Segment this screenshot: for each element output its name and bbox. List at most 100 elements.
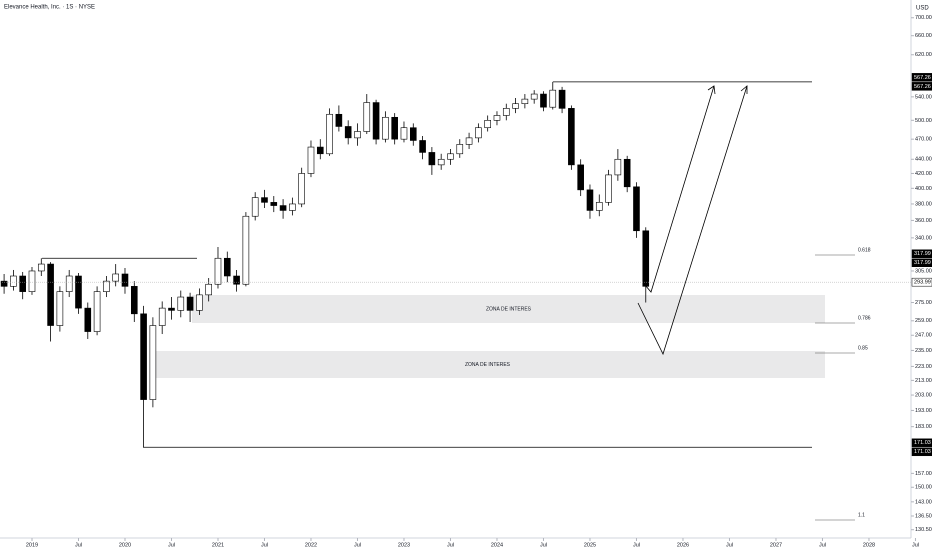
y-tick-label: 259.00 xyxy=(915,318,932,324)
candles xyxy=(0,81,650,448)
candle-body xyxy=(140,313,147,400)
candle-body xyxy=(316,146,324,155)
candle-body xyxy=(428,152,436,166)
chart-title: Elevance Health, Inc. · 1S · NYSE xyxy=(4,5,95,11)
price-label: 317.99 xyxy=(914,251,931,257)
y-tick-label: 340.00 xyxy=(915,235,932,241)
y-tick-label: 213.00 xyxy=(915,378,932,384)
candle-body xyxy=(512,103,519,109)
y-tick-label: 247.00 xyxy=(915,333,932,339)
candle-body xyxy=(28,270,36,292)
candle-body xyxy=(633,186,640,232)
candle-body xyxy=(354,131,361,139)
y-tick-label: 136.50 xyxy=(915,513,932,519)
candle-body xyxy=(130,286,138,315)
y-tick-label: 143.00 xyxy=(915,499,932,505)
candle-body xyxy=(177,296,185,311)
x-tick-label: Jul xyxy=(912,542,919,548)
fib-label: 1.1 xyxy=(858,512,865,518)
x-tick-label: Jul xyxy=(261,542,268,548)
price-label-box xyxy=(911,258,932,268)
y-tick-label: 203.00 xyxy=(915,393,932,399)
candle-body xyxy=(475,127,482,139)
candle-body xyxy=(419,140,426,153)
x-tick-label: Jul xyxy=(819,542,826,548)
candle-body xyxy=(196,294,203,311)
y-tick-label: 440.00 xyxy=(915,157,932,163)
candle-body xyxy=(391,116,398,140)
x-tick-label: 2025 xyxy=(584,542,596,548)
candle-body xyxy=(214,257,222,285)
candle-body xyxy=(484,120,491,129)
candle-body xyxy=(289,203,296,211)
price-label: 317.99 xyxy=(914,260,931,266)
x-tick-label: 2021 xyxy=(212,542,224,548)
x-tick-label: Jul xyxy=(168,542,175,548)
price-label-box xyxy=(911,82,932,91)
candle-body xyxy=(205,283,212,296)
candle-body xyxy=(84,307,92,332)
candle-body xyxy=(595,202,603,211)
y-tick-label: 360.00 xyxy=(915,218,932,224)
fib-label: 0.85 xyxy=(858,345,868,351)
interest-zone xyxy=(192,295,825,323)
candle-body xyxy=(465,137,473,145)
candle-body xyxy=(372,102,380,140)
y-tick-label: 150.00 xyxy=(915,485,932,491)
x-tick-label: 2026 xyxy=(677,542,689,548)
candle-body xyxy=(223,257,231,277)
candle-body xyxy=(456,144,464,155)
y-tick-label: 620.00 xyxy=(915,52,932,58)
x-tick-label: Jul xyxy=(354,542,361,548)
candle-body xyxy=(540,93,547,108)
y-tick-label: 157.00 xyxy=(915,471,932,477)
candle-body xyxy=(37,263,45,272)
candle-body xyxy=(121,273,129,287)
y-tick-label: 420.00 xyxy=(915,171,932,177)
fib-label: 0.618 xyxy=(858,247,871,253)
candle-body xyxy=(270,202,278,206)
arrow-head xyxy=(707,85,716,95)
axis-unit: USD xyxy=(916,6,929,12)
y-tick-label: 500.00 xyxy=(915,118,932,124)
x-tick-label: 2019 xyxy=(26,542,38,548)
candle-body xyxy=(521,98,529,105)
candle-body xyxy=(400,127,408,140)
candle-body xyxy=(149,325,157,400)
candle-body xyxy=(568,108,575,166)
candle-body xyxy=(344,126,352,139)
candle-body xyxy=(363,102,371,132)
candle-body xyxy=(10,275,17,287)
x-tick-label: 2022 xyxy=(305,542,317,548)
price-label: 171.03 xyxy=(914,449,931,455)
y-tick-label: 275.00 xyxy=(915,300,932,306)
candle-body xyxy=(335,113,343,127)
x-tick-label: 2027 xyxy=(770,542,782,548)
y-tick-label: 193.00 xyxy=(915,408,932,414)
price-label: 567.26 xyxy=(914,75,931,81)
candle-body xyxy=(251,197,259,217)
candle-body xyxy=(623,158,631,188)
candle-body xyxy=(103,280,110,292)
arrow-head xyxy=(740,85,748,94)
fib-label: 0.786 xyxy=(858,315,871,321)
candle-body xyxy=(158,307,166,326)
y-tick-label: 660.00 xyxy=(915,33,932,39)
drawings xyxy=(637,85,748,356)
x-tick-label: Jul xyxy=(540,542,547,548)
x-tick-label: Jul xyxy=(633,542,640,548)
candle-body xyxy=(549,89,557,108)
price-label: 567.26 xyxy=(914,84,931,90)
y-tick-label: 380.00 xyxy=(915,201,932,207)
y-tick-label: 400.00 xyxy=(915,186,932,192)
candle-body xyxy=(19,275,26,292)
candle-body xyxy=(409,127,417,141)
interest-zone xyxy=(150,351,825,378)
candle-body xyxy=(502,108,510,116)
y-tick-label: 305.00 xyxy=(915,268,932,274)
candle-body xyxy=(47,263,54,326)
x-tick-label: Jul xyxy=(75,542,82,548)
price-label-box xyxy=(911,438,932,448)
price-label: 293.99 xyxy=(914,280,931,286)
